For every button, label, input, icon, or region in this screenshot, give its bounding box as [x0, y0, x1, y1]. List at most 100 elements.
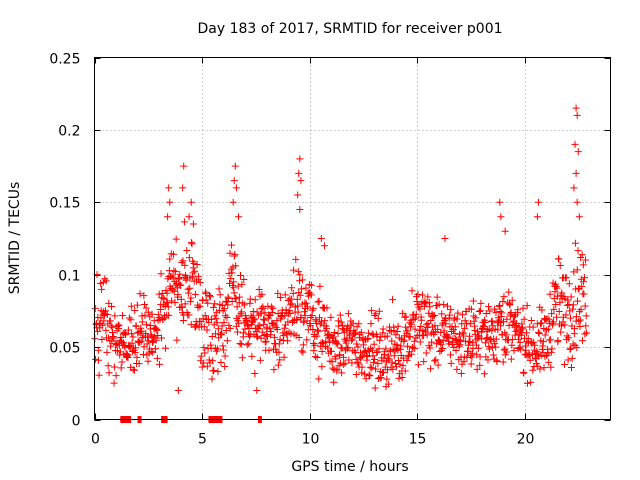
data-point — [294, 268, 302, 276]
data-point — [446, 351, 454, 359]
data-point — [171, 299, 179, 307]
data-point — [394, 322, 402, 330]
outlier-point — [229, 198, 237, 206]
data-point — [226, 324, 234, 332]
data-point — [203, 326, 211, 334]
data-point — [250, 316, 258, 324]
data-point — [507, 312, 515, 320]
data-point — [218, 329, 226, 337]
data-point — [218, 322, 226, 330]
data-point — [132, 322, 140, 330]
data-point — [274, 289, 282, 297]
data-point — [142, 304, 150, 312]
data-point — [371, 312, 379, 320]
data-point — [332, 355, 340, 363]
data-point — [397, 342, 405, 350]
data-point — [458, 311, 466, 319]
outlier-point — [317, 235, 325, 242]
data-point — [491, 305, 499, 313]
plot-frame — [94, 57, 611, 420]
data-point — [153, 326, 161, 334]
data-point — [98, 285, 106, 293]
data-point — [485, 345, 493, 353]
data-point — [373, 348, 381, 356]
data-point — [375, 345, 383, 353]
data-point — [304, 303, 312, 311]
data-point — [315, 375, 323, 383]
data-point — [582, 322, 590, 330]
y-tick-label: 0.15 — [49, 196, 80, 212]
data-point — [191, 267, 199, 275]
data-point — [445, 340, 453, 348]
data-point — [290, 266, 298, 274]
data-point — [177, 303, 185, 311]
data-point — [520, 369, 528, 377]
data-point — [472, 314, 480, 322]
data-point — [571, 325, 579, 333]
data-point — [223, 314, 231, 322]
data-point — [360, 341, 368, 349]
data-point — [357, 354, 365, 362]
data-point — [300, 308, 308, 316]
data-point — [251, 369, 259, 377]
data-point — [344, 310, 352, 318]
data-point — [112, 341, 120, 349]
data-point — [292, 255, 300, 263]
data-point — [399, 362, 407, 370]
data-point — [529, 323, 537, 331]
data-point — [526, 356, 534, 364]
data-point — [527, 378, 535, 386]
data-point — [488, 327, 496, 335]
data-point — [343, 345, 351, 353]
data-point — [582, 256, 590, 264]
data-point — [370, 358, 378, 366]
data-point — [207, 341, 215, 349]
data-point — [297, 285, 305, 293]
outlier-point — [501, 227, 509, 235]
data-point — [131, 344, 139, 352]
data-point — [222, 327, 230, 335]
data-point — [361, 370, 369, 378]
data-point — [154, 331, 162, 339]
data-point — [411, 314, 419, 322]
data-point — [173, 336, 181, 344]
data-point — [557, 328, 565, 336]
data-point — [365, 371, 373, 379]
data-point — [296, 291, 304, 299]
data-point — [476, 307, 484, 315]
outlier-point — [180, 162, 188, 170]
data-point — [457, 369, 465, 377]
data-point — [234, 282, 242, 290]
data-point — [492, 343, 500, 351]
data-point — [540, 364, 548, 372]
data-point — [327, 347, 335, 355]
data-point — [434, 325, 442, 333]
data-point — [480, 370, 488, 378]
data-point — [548, 310, 556, 318]
data-point — [393, 328, 401, 336]
data-point — [130, 366, 138, 374]
data-point — [314, 327, 322, 335]
data-point — [138, 312, 146, 320]
data-point — [389, 365, 397, 373]
data-point — [262, 337, 270, 345]
outlier-point — [165, 184, 173, 192]
data-point — [224, 301, 232, 309]
data-point — [388, 358, 396, 366]
data-point — [151, 345, 159, 353]
data-point — [263, 332, 271, 340]
data-point — [557, 322, 565, 330]
data-point — [308, 306, 316, 314]
y-tick-label: 0.25 — [49, 52, 80, 68]
x-tick-labels: 0 5 10 15 20 — [91, 432, 534, 448]
data-point — [238, 354, 246, 362]
outlier-point — [187, 198, 195, 206]
data-point — [379, 368, 387, 376]
data-point — [110, 363, 118, 371]
data-point — [198, 363, 206, 371]
data-point — [195, 275, 203, 283]
data-point — [267, 303, 275, 311]
data-point — [503, 315, 511, 323]
data-point — [235, 319, 243, 327]
data-point — [160, 295, 168, 303]
